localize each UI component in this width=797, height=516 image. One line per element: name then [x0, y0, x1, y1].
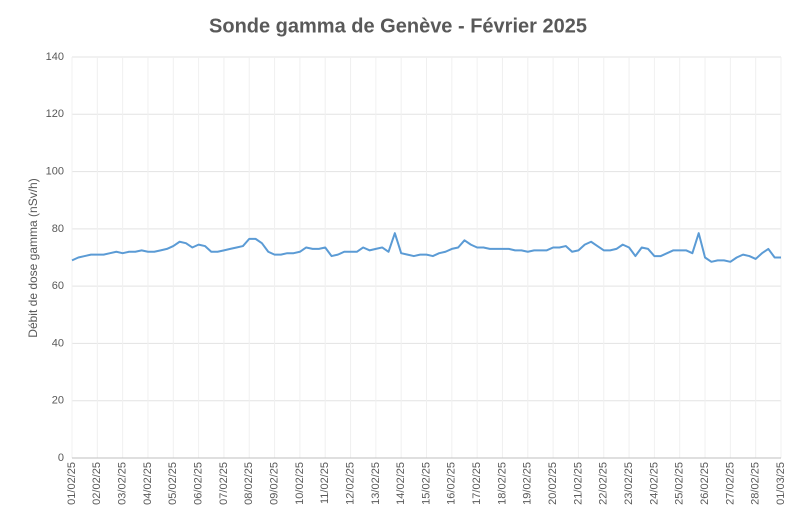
- y-tick-label: 120: [46, 108, 64, 120]
- x-tick-label: 08/02/25: [243, 462, 255, 505]
- y-tick-label: 140: [46, 51, 64, 63]
- y-tick-label: 40: [52, 337, 64, 349]
- x-tick-label: 22/02/25: [598, 462, 610, 505]
- x-tick-label: 10/02/25: [294, 462, 306, 505]
- x-tick-label: 12/02/25: [344, 462, 356, 505]
- data-line: [71, 232, 781, 263]
- y-tick-label: 0: [58, 452, 64, 464]
- x-tick-label: 13/02/25: [370, 462, 382, 505]
- x-tick-label: 25/02/25: [674, 462, 686, 505]
- x-tick-label: 06/02/25: [193, 462, 205, 505]
- x-tick-label: 09/02/25: [268, 462, 280, 505]
- x-tick-label: 20/02/25: [547, 462, 559, 505]
- y-axis-label: Débit de dose gamma (nSv/h): [26, 178, 40, 337]
- x-tick-label: 18/02/25: [496, 462, 508, 505]
- x-tick-label: 07/02/25: [218, 462, 230, 505]
- x-tick-label: 15/02/25: [420, 462, 432, 505]
- x-tick-label: 04/02/25: [142, 462, 154, 505]
- y-tick-label: 80: [52, 223, 64, 235]
- x-tick-label: 05/02/25: [167, 462, 179, 505]
- x-tick-label: 23/02/25: [623, 462, 635, 505]
- y-tick-label: 20: [52, 395, 64, 407]
- x-tick-label: 21/02/25: [572, 462, 584, 505]
- x-tick-label: 27/02/25: [724, 462, 736, 505]
- x-tick-label: 03/02/25: [117, 462, 129, 505]
- y-tick-label: 100: [46, 165, 64, 177]
- x-tick-label: 14/02/25: [395, 462, 407, 505]
- x-tick-label: 24/02/25: [648, 462, 660, 505]
- x-tick-label: 01/03/25: [775, 462, 787, 505]
- x-tick-label: 11/02/25: [319, 462, 331, 504]
- x-tick-label: 16/02/25: [446, 462, 458, 505]
- x-tick-label: 26/02/25: [699, 462, 711, 505]
- x-tick-label: 17/02/25: [471, 462, 483, 505]
- x-tick-label: 19/02/25: [522, 462, 534, 505]
- x-tick-label: 01/02/25: [66, 462, 78, 505]
- x-tick-label: 28/02/25: [750, 462, 762, 505]
- x-tick-label: 02/02/25: [91, 462, 103, 505]
- chart-title: Sonde gamma de Genève - Février 2025: [209, 15, 587, 37]
- y-tick-label: 60: [52, 280, 64, 292]
